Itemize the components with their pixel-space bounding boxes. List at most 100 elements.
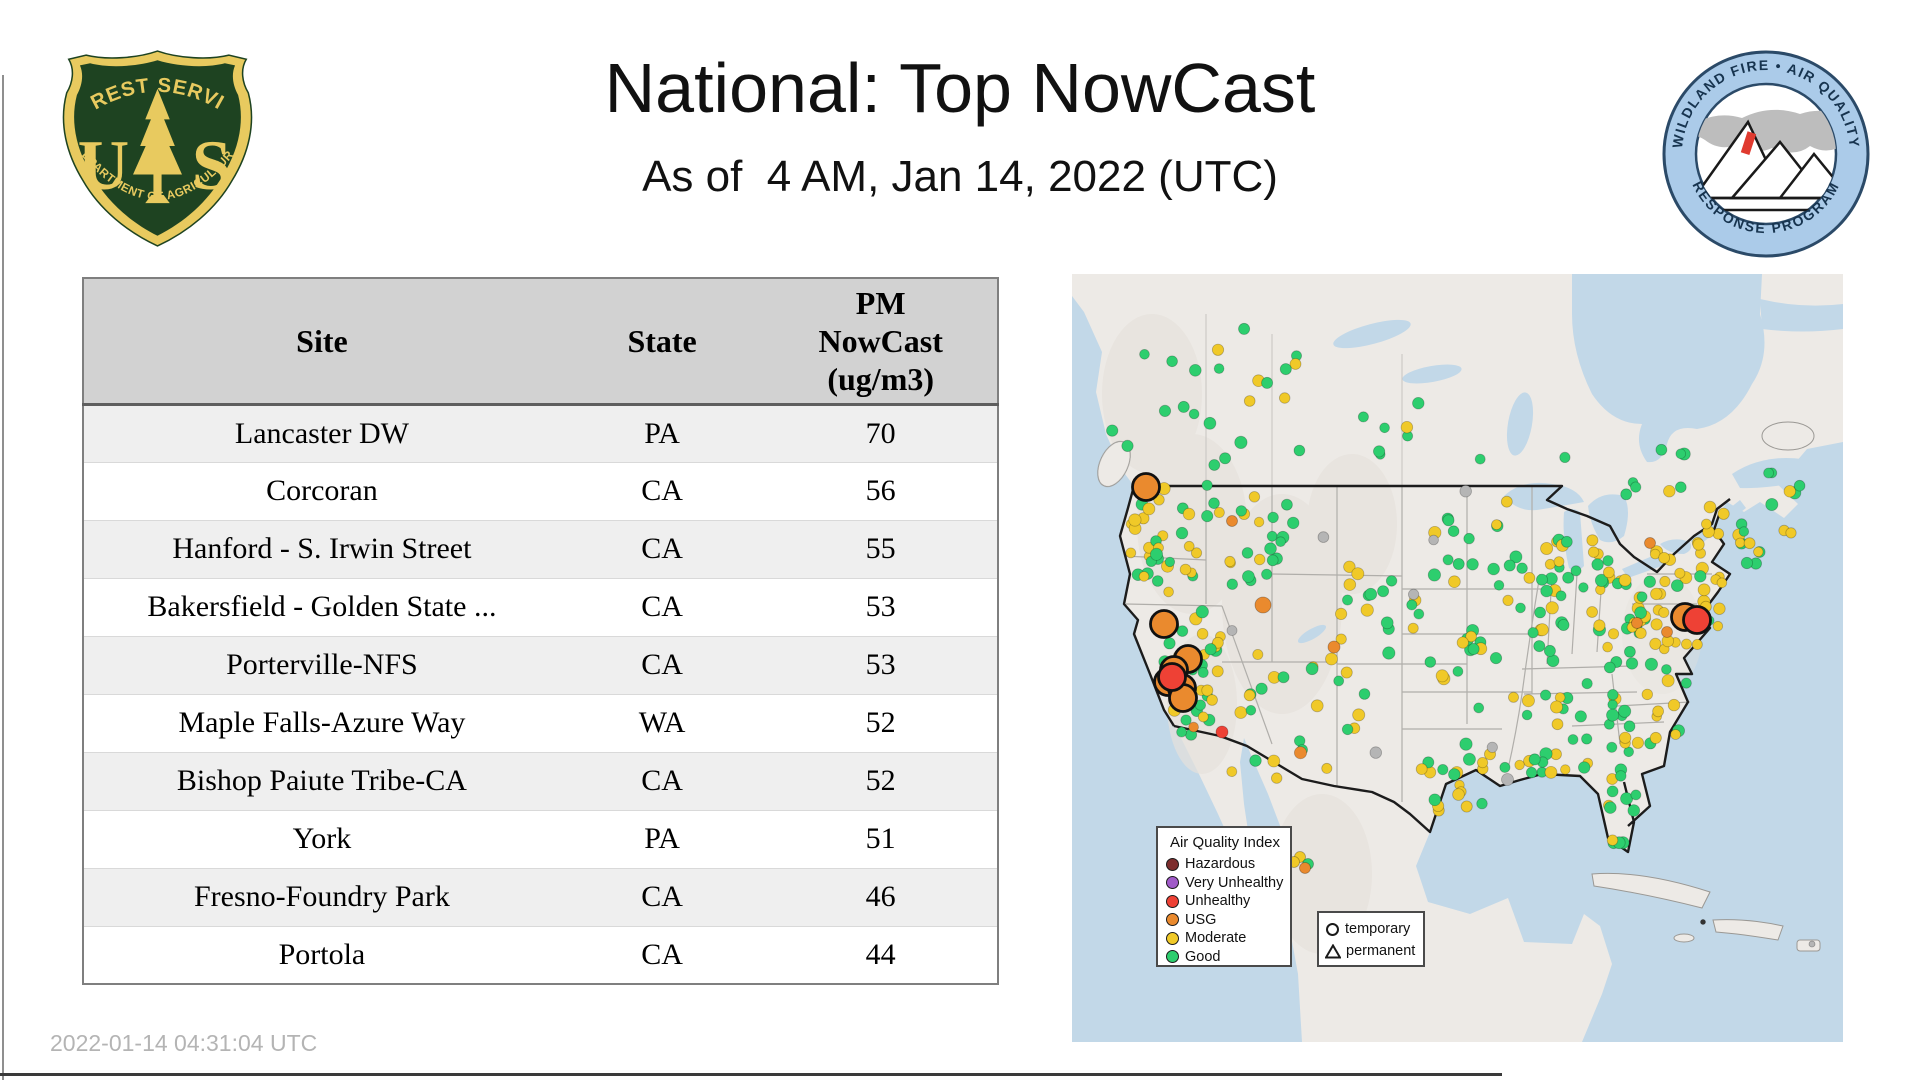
monitor-dot (1196, 627, 1209, 640)
monitor-dot (1131, 472, 1161, 502)
monitor-dot (1670, 579, 1684, 593)
monitor-dot (1279, 363, 1292, 376)
monitor-dot (1701, 518, 1712, 530)
monitor-dot (1527, 627, 1539, 639)
value-cell: 52 (764, 693, 998, 752)
monitor-dot (1317, 531, 1330, 543)
monitor-dot (1521, 709, 1533, 721)
table-row: Corcoran CA 56 (83, 461, 998, 520)
monitor-dot (1226, 766, 1238, 778)
monitor-dot (1442, 514, 1455, 527)
monitor-dot (1476, 797, 1488, 810)
monitor-dot (1607, 689, 1619, 701)
site-cell: Bishop Paiute Tribe-CA (83, 751, 560, 810)
monitor-dots-layer (1106, 322, 1816, 948)
table-header: Site State PM NowCast (ug/m3) (83, 278, 998, 406)
monitor-dot (1456, 636, 1469, 649)
value-cell: 52 (764, 751, 998, 810)
site-cell: Corcoran (83, 461, 560, 520)
monitor-dot (1586, 606, 1598, 618)
monitor-dot (1634, 606, 1647, 620)
monitor-dot (1188, 408, 1200, 420)
monitor-dot (1627, 804, 1641, 817)
value-cell: 51 (764, 809, 998, 868)
monitor-dot (1559, 451, 1571, 463)
monitor-dot (1602, 641, 1613, 653)
monitor-dot (1607, 628, 1620, 640)
monitor-dot (1226, 578, 1239, 590)
state-cell: CA (559, 635, 765, 694)
monitor-dot (1452, 557, 1465, 570)
monitor-dot (1264, 542, 1277, 556)
monitor-dot (1369, 746, 1383, 759)
monitor-dot (1625, 657, 1639, 670)
monitor-dot (1515, 602, 1526, 614)
monitor-dot (1333, 675, 1345, 687)
monitor-dot (1293, 746, 1307, 760)
monitor-dot (1252, 648, 1264, 660)
monitor-dot (1623, 720, 1636, 733)
monitor-dot (1578, 582, 1589, 593)
monitor-dot (1201, 684, 1214, 697)
monitor-dot (1607, 699, 1618, 710)
monitor-dot (1360, 603, 1374, 617)
monitor-dot (1428, 534, 1439, 546)
monitor-dot (1649, 731, 1662, 744)
monitor-dot (1413, 608, 1425, 620)
monitor-dot (1501, 773, 1514, 786)
monitor-dot (1382, 646, 1396, 660)
monitor-dot (1594, 573, 1609, 587)
monitor-dot (1234, 435, 1248, 449)
monitor-dot (1343, 560, 1356, 574)
state-cell: CA (559, 867, 765, 926)
column-header-state: State (559, 278, 765, 406)
monitor-dot (1489, 651, 1503, 665)
monitor-dot (1467, 642, 1480, 655)
monitor-dot (1380, 616, 1394, 630)
page-title: National: Top NowCast (604, 49, 1316, 127)
monitor-dot (1606, 785, 1619, 798)
monitor-dot (1682, 605, 1712, 635)
monitor-dot (1476, 756, 1489, 769)
monitor-dot (1157, 662, 1187, 692)
monitor-dot (1466, 558, 1479, 571)
column-header-pm-nowcast: PM NowCast (ug/m3) (764, 278, 998, 406)
monitor-dot (1406, 599, 1418, 611)
monitor-dot (1560, 764, 1571, 775)
monitor-dot (1203, 416, 1217, 430)
monitor-dot (1189, 364, 1202, 377)
monitor-dot (1289, 358, 1302, 370)
monitor-dot (1335, 633, 1347, 645)
monitor-dot (1139, 349, 1150, 360)
monitor-dot (1783, 485, 1797, 498)
monitor-dot (1150, 547, 1164, 561)
monitor-dot (1507, 691, 1519, 703)
monitor-dot (1516, 562, 1528, 574)
monitor-dot (1567, 734, 1579, 745)
monitor-dot (1578, 761, 1591, 774)
monitor-dot (1663, 484, 1676, 498)
monitor-dot (1275, 536, 1286, 548)
monitor-dot (1278, 392, 1291, 404)
monitor-dot (1624, 645, 1636, 658)
legend-label: Hazardous (1185, 856, 1256, 873)
monitor-dot (1321, 762, 1333, 774)
monitor-dot (1620, 488, 1633, 501)
table-row: Fresno-Foundry Park CA 46 (83, 867, 998, 926)
monitor-dot (1674, 481, 1687, 494)
monitor-dot (1487, 562, 1500, 576)
wfaqrp-badge-icon: WILDLAND FIRE • AIR QUALITY RESPONSE PRO… (1662, 50, 1870, 258)
legend-label: USG (1185, 911, 1217, 928)
monitor-dot (1570, 565, 1582, 577)
monitor-dot (1379, 422, 1390, 434)
permanent-label: permanent (1346, 943, 1416, 959)
table-row: Hanford - S. Irwin Street CA 55 (83, 519, 998, 578)
monitor-dot (1234, 706, 1248, 719)
monitor-dot (1183, 540, 1195, 552)
monitor-dot (1106, 424, 1119, 437)
monitor-dot (1462, 752, 1476, 766)
monitor-dot (1502, 594, 1514, 606)
monitor-dot (1509, 550, 1523, 564)
very_unhealthy-dot-icon (1166, 876, 1179, 890)
monitor-dot (1447, 525, 1460, 538)
